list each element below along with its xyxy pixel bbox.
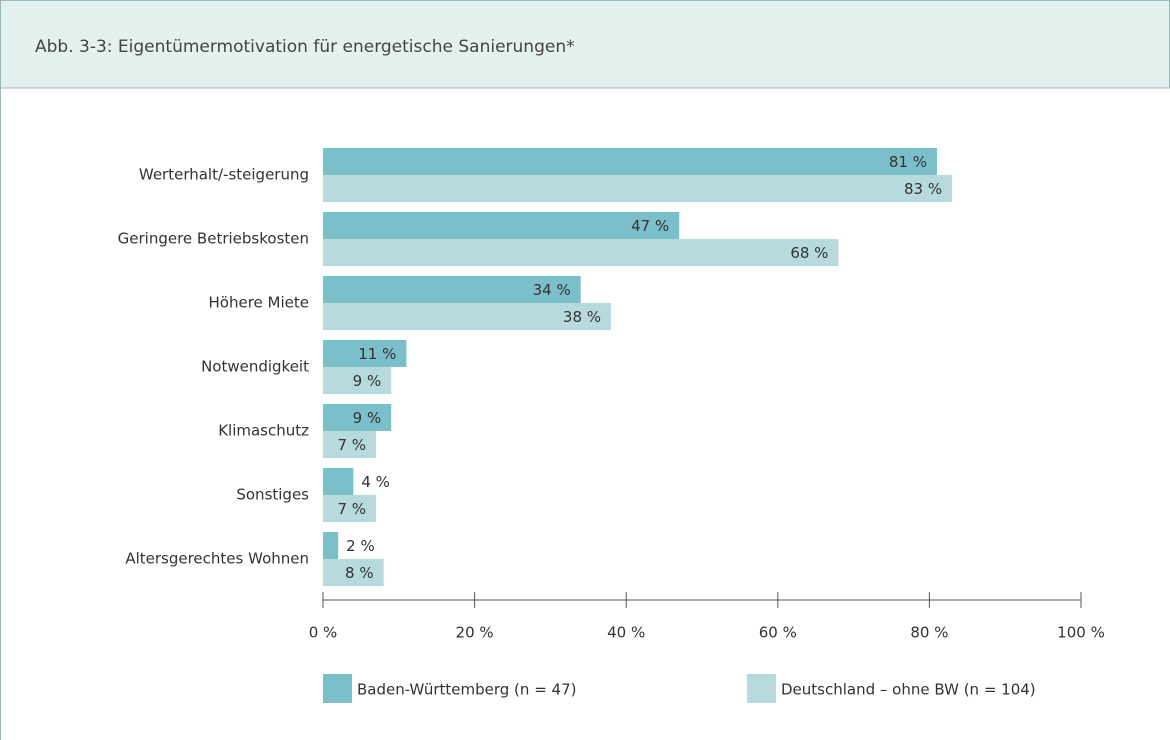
bar xyxy=(323,212,680,239)
legend-swatch xyxy=(323,674,352,703)
value-label: 8 % xyxy=(345,564,374,582)
legend-label: Baden-Württemberg (n = 47) xyxy=(357,681,576,699)
bar xyxy=(323,468,354,495)
value-label: 11 % xyxy=(358,345,396,363)
bar xyxy=(323,148,937,175)
bar xyxy=(323,559,384,586)
value-label: 34 % xyxy=(533,281,571,299)
x-tick-label: 0 % xyxy=(309,624,338,642)
bar xyxy=(323,175,953,202)
value-label: 7 % xyxy=(337,500,366,518)
bar xyxy=(323,532,339,559)
bar xyxy=(323,276,581,303)
bar xyxy=(323,340,407,367)
bar xyxy=(323,431,377,458)
category-label: Geringere Betriebskosten xyxy=(118,230,309,248)
bar xyxy=(323,495,377,522)
category-label: Höhere Miete xyxy=(209,294,309,312)
x-tick-label: 100 % xyxy=(1057,624,1105,642)
category-label: Sonstiges xyxy=(236,486,309,504)
value-label: 9 % xyxy=(353,409,382,427)
category-label: Klimaschutz xyxy=(218,422,309,440)
category-label: Werterhalt/-steigerung xyxy=(139,166,309,184)
value-label: 9 % xyxy=(353,372,382,390)
x-tick-label: 60 % xyxy=(759,624,797,642)
bar xyxy=(323,303,612,330)
x-tick-label: 20 % xyxy=(456,624,494,642)
value-label: 83 % xyxy=(904,180,942,198)
value-label: 68 % xyxy=(790,244,828,262)
chart-title: Abb. 3-3: Eigentümermotivation für energ… xyxy=(35,37,575,57)
x-tick-label: 80 % xyxy=(910,624,948,642)
value-label: 47 % xyxy=(631,217,669,235)
value-label: 7 % xyxy=(337,436,366,454)
value-label: 81 % xyxy=(889,153,927,171)
x-tick-label: 40 % xyxy=(607,624,645,642)
legend-swatch xyxy=(747,674,776,703)
bar xyxy=(323,239,839,266)
category-label: Notwendigkeit xyxy=(201,358,309,376)
legend-label: Deutschland – ohne BW (n = 104) xyxy=(781,681,1036,699)
value-label: 38 % xyxy=(563,308,601,326)
bar xyxy=(323,367,392,394)
header-band xyxy=(0,0,1170,88)
category-label: Altersgerechtes Wohnen xyxy=(125,550,309,568)
bar xyxy=(323,404,392,431)
value-label: 4 % xyxy=(361,473,390,491)
value-label: 2 % xyxy=(346,537,375,555)
